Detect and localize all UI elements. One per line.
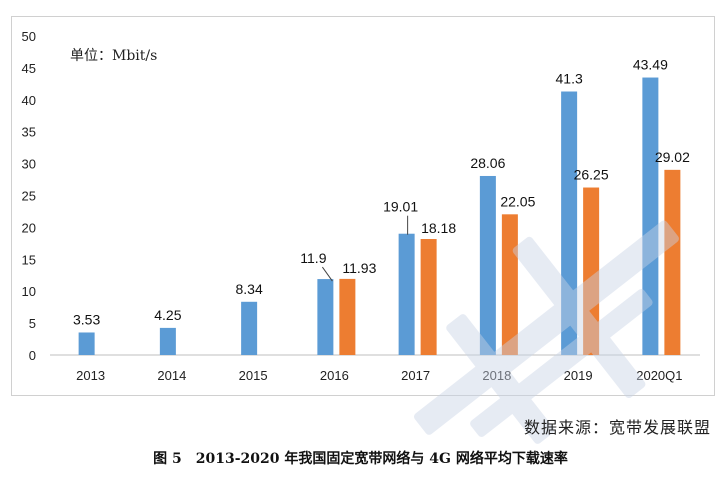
bar-series1 [398, 233, 415, 355]
value-label: 11.93 [342, 260, 376, 276]
y-tick-label: 5 [29, 316, 36, 331]
value-label: 4.25 [154, 307, 181, 323]
y-tick-label: 35 [22, 125, 36, 140]
bar-series2 [583, 187, 600, 355]
y-tick-label: 20 [22, 220, 36, 235]
bar-series2 [339, 278, 356, 355]
value-label: 18.18 [421, 220, 456, 236]
bar-chart: 0 5 10 15 20 25 30 35 40 45 50 2013 2014 2015 2016 2017… [22, 29, 700, 383]
bar-series1 [317, 279, 334, 355]
y-tick-label: 15 [22, 252, 36, 267]
bar-series1 [561, 91, 578, 356]
value-label: 41.3 [556, 71, 583, 87]
leader-line [321, 266, 333, 282]
bar-series2 [420, 239, 437, 355]
bar-series1 [78, 332, 95, 355]
x-tick-label: 2018 [482, 368, 511, 383]
y-tick-label: 50 [22, 29, 36, 44]
unit-label: 单位：Mbit/s [70, 48, 157, 64]
x-tick-label: 2017 [401, 368, 430, 383]
y-tick-label: 10 [22, 284, 36, 299]
value-label: 8.34 [236, 281, 263, 297]
value-label: 19.01 [383, 199, 418, 215]
x-tick-label: 2015 [239, 368, 268, 383]
y-tick-label: 30 [22, 157, 36, 172]
bar-series2 [664, 169, 681, 355]
value-label: 3.53 [73, 311, 100, 327]
value-label: 26.25 [574, 167, 609, 183]
x-tick-label: 2013 [76, 368, 105, 383]
value-labels: 3.53 4.25 8.34 11.9 19.01 28.06 41.3 43.49 11.93… [73, 57, 690, 328]
y-tick-label: 25 [22, 189, 36, 204]
x-tick-label: 2016 [320, 368, 349, 383]
x-tick-label: 2019 [564, 368, 593, 383]
bar-series1 [642, 77, 659, 355]
source-note: 数据来源：宽带发展联盟 [523, 418, 711, 437]
value-label: 11.9 [300, 250, 326, 266]
bar-series2 [501, 214, 518, 355]
y-tick-label: 40 [22, 93, 36, 108]
value-label: 28.06 [470, 155, 505, 171]
bar-series1 [241, 301, 258, 355]
x-tick-label: 2020Q1 [636, 368, 682, 383]
y-tick-label: 45 [22, 61, 36, 76]
x-tick-label: 2014 [157, 368, 186, 383]
figure-caption: 图 5 2013-2020 年我国固定宽带网络与 4G 网络平均下载速率 [153, 451, 568, 467]
bar-series1 [159, 327, 176, 355]
bar-series1 [479, 175, 496, 355]
bars [78, 77, 681, 356]
y-tick-label: 0 [29, 348, 36, 363]
value-label: 43.49 [633, 57, 668, 73]
value-label: 22.05 [500, 193, 535, 209]
value-label: 29.02 [655, 149, 690, 165]
